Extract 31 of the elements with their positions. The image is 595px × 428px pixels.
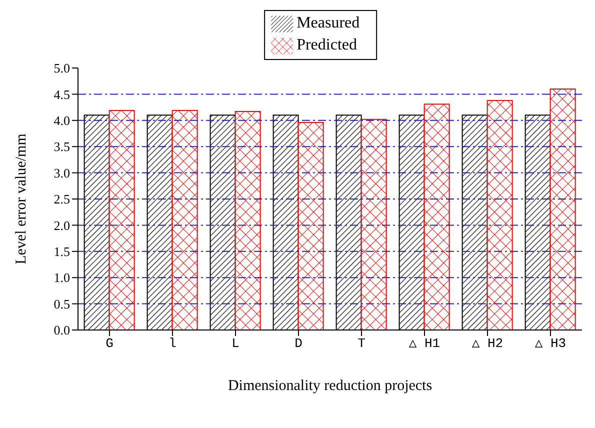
y-tick-label: 0.0 (54, 322, 70, 338)
bar (550, 88, 576, 330)
bar (234, 110, 261, 330)
legend-label: Predicted (296, 36, 357, 54)
bar (424, 104, 450, 330)
x-tick-label: L (232, 336, 240, 352)
x-tick-label: △ H3 (534, 336, 566, 352)
x-tick-label: △ H1 (408, 336, 440, 352)
x-tick-label: G (106, 336, 114, 352)
y-tick-label: 4.0 (54, 113, 70, 128)
bar (172, 110, 198, 330)
y-tick-label: 3.0 (54, 165, 70, 180)
y-tick-label: 3.5 (54, 139, 70, 154)
y-tick-label: 5.0 (54, 60, 70, 76)
x-tick-label: △ H2 (472, 336, 504, 352)
y-tick-label: 1.5 (54, 244, 70, 260)
bar (486, 100, 513, 330)
x-axis-title: Dimensionality reduction projects (228, 378, 432, 394)
x-tick-label: l (168, 336, 177, 352)
y-tick-label: 2.0 (54, 218, 70, 233)
y-axis-title: Level error value/mm (13, 133, 30, 264)
y-tick-label: 4.5 (54, 86, 70, 102)
y-tick-label: 2.5 (54, 192, 70, 207)
bar (360, 118, 387, 330)
x-tick-label: D (294, 336, 303, 352)
y-tick-label: 1.0 (54, 270, 70, 286)
y-tick-label: 0.5 (54, 296, 70, 312)
bar (298, 122, 324, 330)
legend-label: Measured (296, 14, 360, 32)
x-tick-label: T (358, 336, 366, 352)
bar (108, 110, 135, 330)
